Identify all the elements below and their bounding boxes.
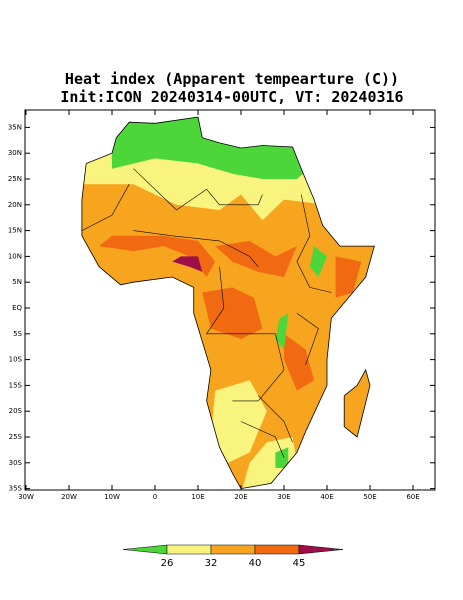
colorbar-under xyxy=(122,544,168,555)
heat-zone xyxy=(215,240,297,277)
subtitle: Init:ICON 20240314-00UTC, VT: 20240316 xyxy=(60,88,403,106)
border xyxy=(257,395,293,443)
lat-tick-label: 10S xyxy=(9,356,23,364)
colorbar-label: 26 xyxy=(161,558,174,569)
lon-tick-label: 0 xyxy=(153,493,157,501)
heat-zone xyxy=(275,313,289,350)
lat-tick-label: 5N xyxy=(12,278,22,286)
lat-tick-label: 15N xyxy=(8,227,22,235)
lat-tick-label: 25S xyxy=(9,433,23,441)
border xyxy=(296,312,319,365)
lon-tick-label: 60E xyxy=(406,493,419,501)
border xyxy=(206,266,285,402)
border xyxy=(133,230,259,267)
lat-tick-label: 25N xyxy=(8,175,22,183)
border xyxy=(296,194,332,293)
heat-zone xyxy=(284,333,315,391)
lat-tick-label: 10N xyxy=(8,252,22,260)
heat-zone xyxy=(202,287,263,339)
lon-tick-label: 30W xyxy=(18,493,34,501)
lat-tick-label: 30N xyxy=(8,149,22,157)
lat-tick-label: EQ xyxy=(12,304,22,312)
lon-tick-label: 20W xyxy=(61,493,77,501)
frame xyxy=(24,109,436,491)
lon-tick-label: 30E xyxy=(277,493,290,501)
map xyxy=(81,116,375,490)
border xyxy=(133,168,263,211)
land-fill xyxy=(81,117,375,489)
lat-tick-label: 30S xyxy=(9,459,23,467)
lat-tick-label: 20S xyxy=(9,407,23,415)
heat-zone xyxy=(99,235,216,277)
lon-tick-label: 10W xyxy=(104,493,120,501)
lat-tick-label: 35N xyxy=(8,123,22,131)
lon-tick-label: 10E xyxy=(191,493,204,501)
lat-tick-label: 15S xyxy=(9,381,23,389)
lat-tick-label: 35S xyxy=(9,485,23,493)
border xyxy=(81,184,130,231)
colorbar-segment xyxy=(210,544,256,555)
colorbar-segment xyxy=(254,544,300,555)
coastline xyxy=(81,116,375,490)
colorbar-label: 32 xyxy=(205,558,218,569)
heat-zone xyxy=(275,447,289,468)
lon-tick-label: 50E xyxy=(363,493,376,501)
colorbar-over xyxy=(298,544,344,555)
heat-zone xyxy=(172,256,203,272)
colorbar: 26 32 40 45 xyxy=(122,544,344,569)
heat-zone xyxy=(335,256,362,298)
lon-tick-label: 40E xyxy=(320,493,333,501)
border xyxy=(240,421,285,458)
colorbar-label: 45 xyxy=(293,558,306,569)
lat-tick-label: 20N xyxy=(8,201,22,209)
lon-tick-label: 20E xyxy=(234,493,247,501)
colorbar-segment xyxy=(166,544,212,555)
colorbar-label: 40 xyxy=(249,558,262,569)
heat-zone xyxy=(309,246,327,277)
lat-tick-label: 5S xyxy=(13,330,22,338)
title: Heat index (Apparent tempearture (C)) xyxy=(65,70,399,88)
